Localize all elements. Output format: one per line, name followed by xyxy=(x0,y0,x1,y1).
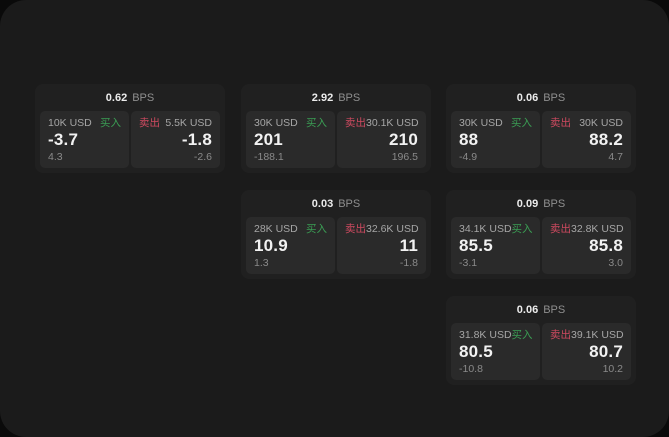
quote-card: 2.92 BPS 30K USD 买入 201 -188.1 卖出 30.1K … xyxy=(241,84,431,173)
buy-amount: 30K USD xyxy=(254,117,298,129)
bps-value: 0.06 xyxy=(516,303,539,316)
sell-delta: 196.5 xyxy=(391,151,418,163)
card-header: 0.62 BPS xyxy=(35,84,225,111)
buy-price: 10.9 xyxy=(254,236,288,255)
bps-value: 0.62 xyxy=(105,91,128,104)
sell-amount: 30K USD xyxy=(579,117,623,129)
sell-amount: 32.8K USD xyxy=(571,223,624,235)
sell-button[interactable]: 卖出 xyxy=(139,117,160,129)
card-header: 0.03 BPS xyxy=(241,190,431,217)
sell-tile[interactable]: 卖出 30.1K USD 210 196.5 xyxy=(337,111,426,168)
sell-tile[interactable]: 卖出 30K USD 88.2 4.7 xyxy=(542,111,631,168)
buy-amount: 31.8K USD xyxy=(459,329,512,341)
buy-tile[interactable]: 28K USD 买入 10.9 1.3 xyxy=(246,217,335,274)
buy-button[interactable]: 买入 xyxy=(306,117,327,129)
buy-button[interactable]: 买入 xyxy=(511,329,533,341)
buy-tile[interactable]: 30K USD 买入 201 -188.1 xyxy=(246,111,335,168)
quote-card: 0.06 BPS 31.8K USD 买入 80.5 -10.8 卖出 39.1… xyxy=(446,296,636,385)
buy-price: -3.7 xyxy=(48,130,79,149)
buy-amount: 30K USD xyxy=(459,117,503,129)
quote-card: 0.09 BPS 34.1K USD 买入 85.5 -3.1 卖出 32.8K… xyxy=(446,190,636,279)
buy-delta: 4.3 xyxy=(48,151,63,163)
sell-delta: -2.6 xyxy=(193,151,212,163)
quote-card: 0.62 BPS 10K USD 买入 -3.7 4.3 卖出 5.5K USD… xyxy=(35,84,225,173)
bps-unit-label: BPS xyxy=(338,197,361,210)
bps-unit-label: BPS xyxy=(132,91,155,104)
bps-unit-label: BPS xyxy=(543,91,566,104)
sell-amount: 39.1K USD xyxy=(571,329,624,341)
buy-button[interactable]: 买入 xyxy=(511,117,532,129)
sell-button[interactable]: 卖出 xyxy=(550,223,571,235)
sell-delta: 4.7 xyxy=(608,151,623,163)
buy-price: 80.5 xyxy=(459,342,493,361)
bps-unit-label: BPS xyxy=(543,303,566,316)
sell-tile[interactable]: 卖出 32.8K USD 85.8 3.0 xyxy=(542,217,631,274)
sell-amount: 30.1K USD xyxy=(366,117,419,129)
card-header: 2.92 BPS xyxy=(241,84,431,111)
sell-button[interactable]: 卖出 xyxy=(550,329,571,341)
buy-price: 88 xyxy=(459,130,479,149)
sell-price: 80.7 xyxy=(589,342,623,361)
buy-delta: -188.1 xyxy=(254,151,284,163)
card-header: 0.06 BPS xyxy=(446,296,636,323)
buy-amount: 34.1K USD xyxy=(459,223,512,235)
bps-value: 0.06 xyxy=(516,91,539,104)
buy-delta: -10.8 xyxy=(459,363,483,375)
sell-button[interactable]: 卖出 xyxy=(345,223,366,235)
sell-price: -1.8 xyxy=(181,130,212,149)
sell-delta: -1.8 xyxy=(399,257,418,269)
bps-unit-label: BPS xyxy=(338,91,361,104)
buy-button[interactable]: 买入 xyxy=(306,223,327,235)
sell-tile[interactable]: 卖出 39.1K USD 80.7 10.2 xyxy=(542,323,631,380)
quote-card: 0.03 BPS 28K USD 买入 10.9 1.3 卖出 32.6K US… xyxy=(241,190,431,279)
bps-value: 0.03 xyxy=(311,197,334,210)
buy-tile[interactable]: 31.8K USD 买入 80.5 -10.8 xyxy=(451,323,540,380)
buy-delta: 1.3 xyxy=(254,257,269,269)
sell-tile[interactable]: 卖出 5.5K USD -1.8 -2.6 xyxy=(131,111,220,168)
quote-card: 0.06 BPS 30K USD 买入 88 -4.9 卖出 30K USD 8… xyxy=(446,84,636,173)
sell-price: 11 xyxy=(399,236,418,255)
sell-delta: 3.0 xyxy=(608,257,623,269)
card-header: 0.06 BPS xyxy=(446,84,636,111)
bps-value: 0.09 xyxy=(516,197,539,210)
buy-button[interactable]: 买入 xyxy=(100,117,121,129)
buy-tile[interactable]: 30K USD 买入 88 -4.9 xyxy=(451,111,540,168)
sell-amount: 5.5K USD xyxy=(165,117,212,129)
sell-price: 88.2 xyxy=(589,130,623,149)
bps-value: 2.92 xyxy=(311,91,334,104)
sell-tile[interactable]: 卖出 32.6K USD 11 -1.8 xyxy=(337,217,426,274)
bps-unit-label: BPS xyxy=(543,197,566,210)
buy-delta: -3.1 xyxy=(459,257,478,269)
buy-amount: 28K USD xyxy=(254,223,298,235)
buy-button[interactable]: 买入 xyxy=(511,223,533,235)
sell-amount: 32.6K USD xyxy=(366,223,419,235)
buy-price: 85.5 xyxy=(459,236,493,255)
card-header: 0.09 BPS xyxy=(446,190,636,217)
sell-price: 210 xyxy=(389,130,418,149)
buy-amount: 10K USD xyxy=(48,117,92,129)
sell-delta: 10.2 xyxy=(602,363,623,375)
buy-tile[interactable]: 10K USD 买入 -3.7 4.3 xyxy=(40,111,129,168)
buy-delta: -4.9 xyxy=(459,151,478,163)
buy-price: 201 xyxy=(254,130,283,149)
sell-price: 85.8 xyxy=(589,236,623,255)
sell-button[interactable]: 卖出 xyxy=(345,117,366,129)
sell-button[interactable]: 卖出 xyxy=(550,117,571,129)
buy-tile[interactable]: 34.1K USD 买入 85.5 -3.1 xyxy=(451,217,540,274)
